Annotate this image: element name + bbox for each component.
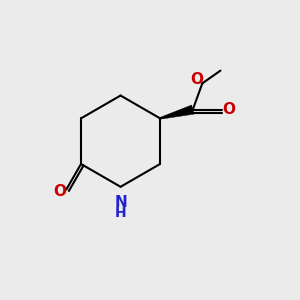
Text: O: O: [53, 184, 66, 199]
Text: N: N: [114, 195, 127, 210]
Text: O: O: [190, 72, 204, 87]
Text: H: H: [115, 206, 126, 220]
Text: O: O: [222, 102, 235, 117]
Polygon shape: [160, 105, 194, 119]
